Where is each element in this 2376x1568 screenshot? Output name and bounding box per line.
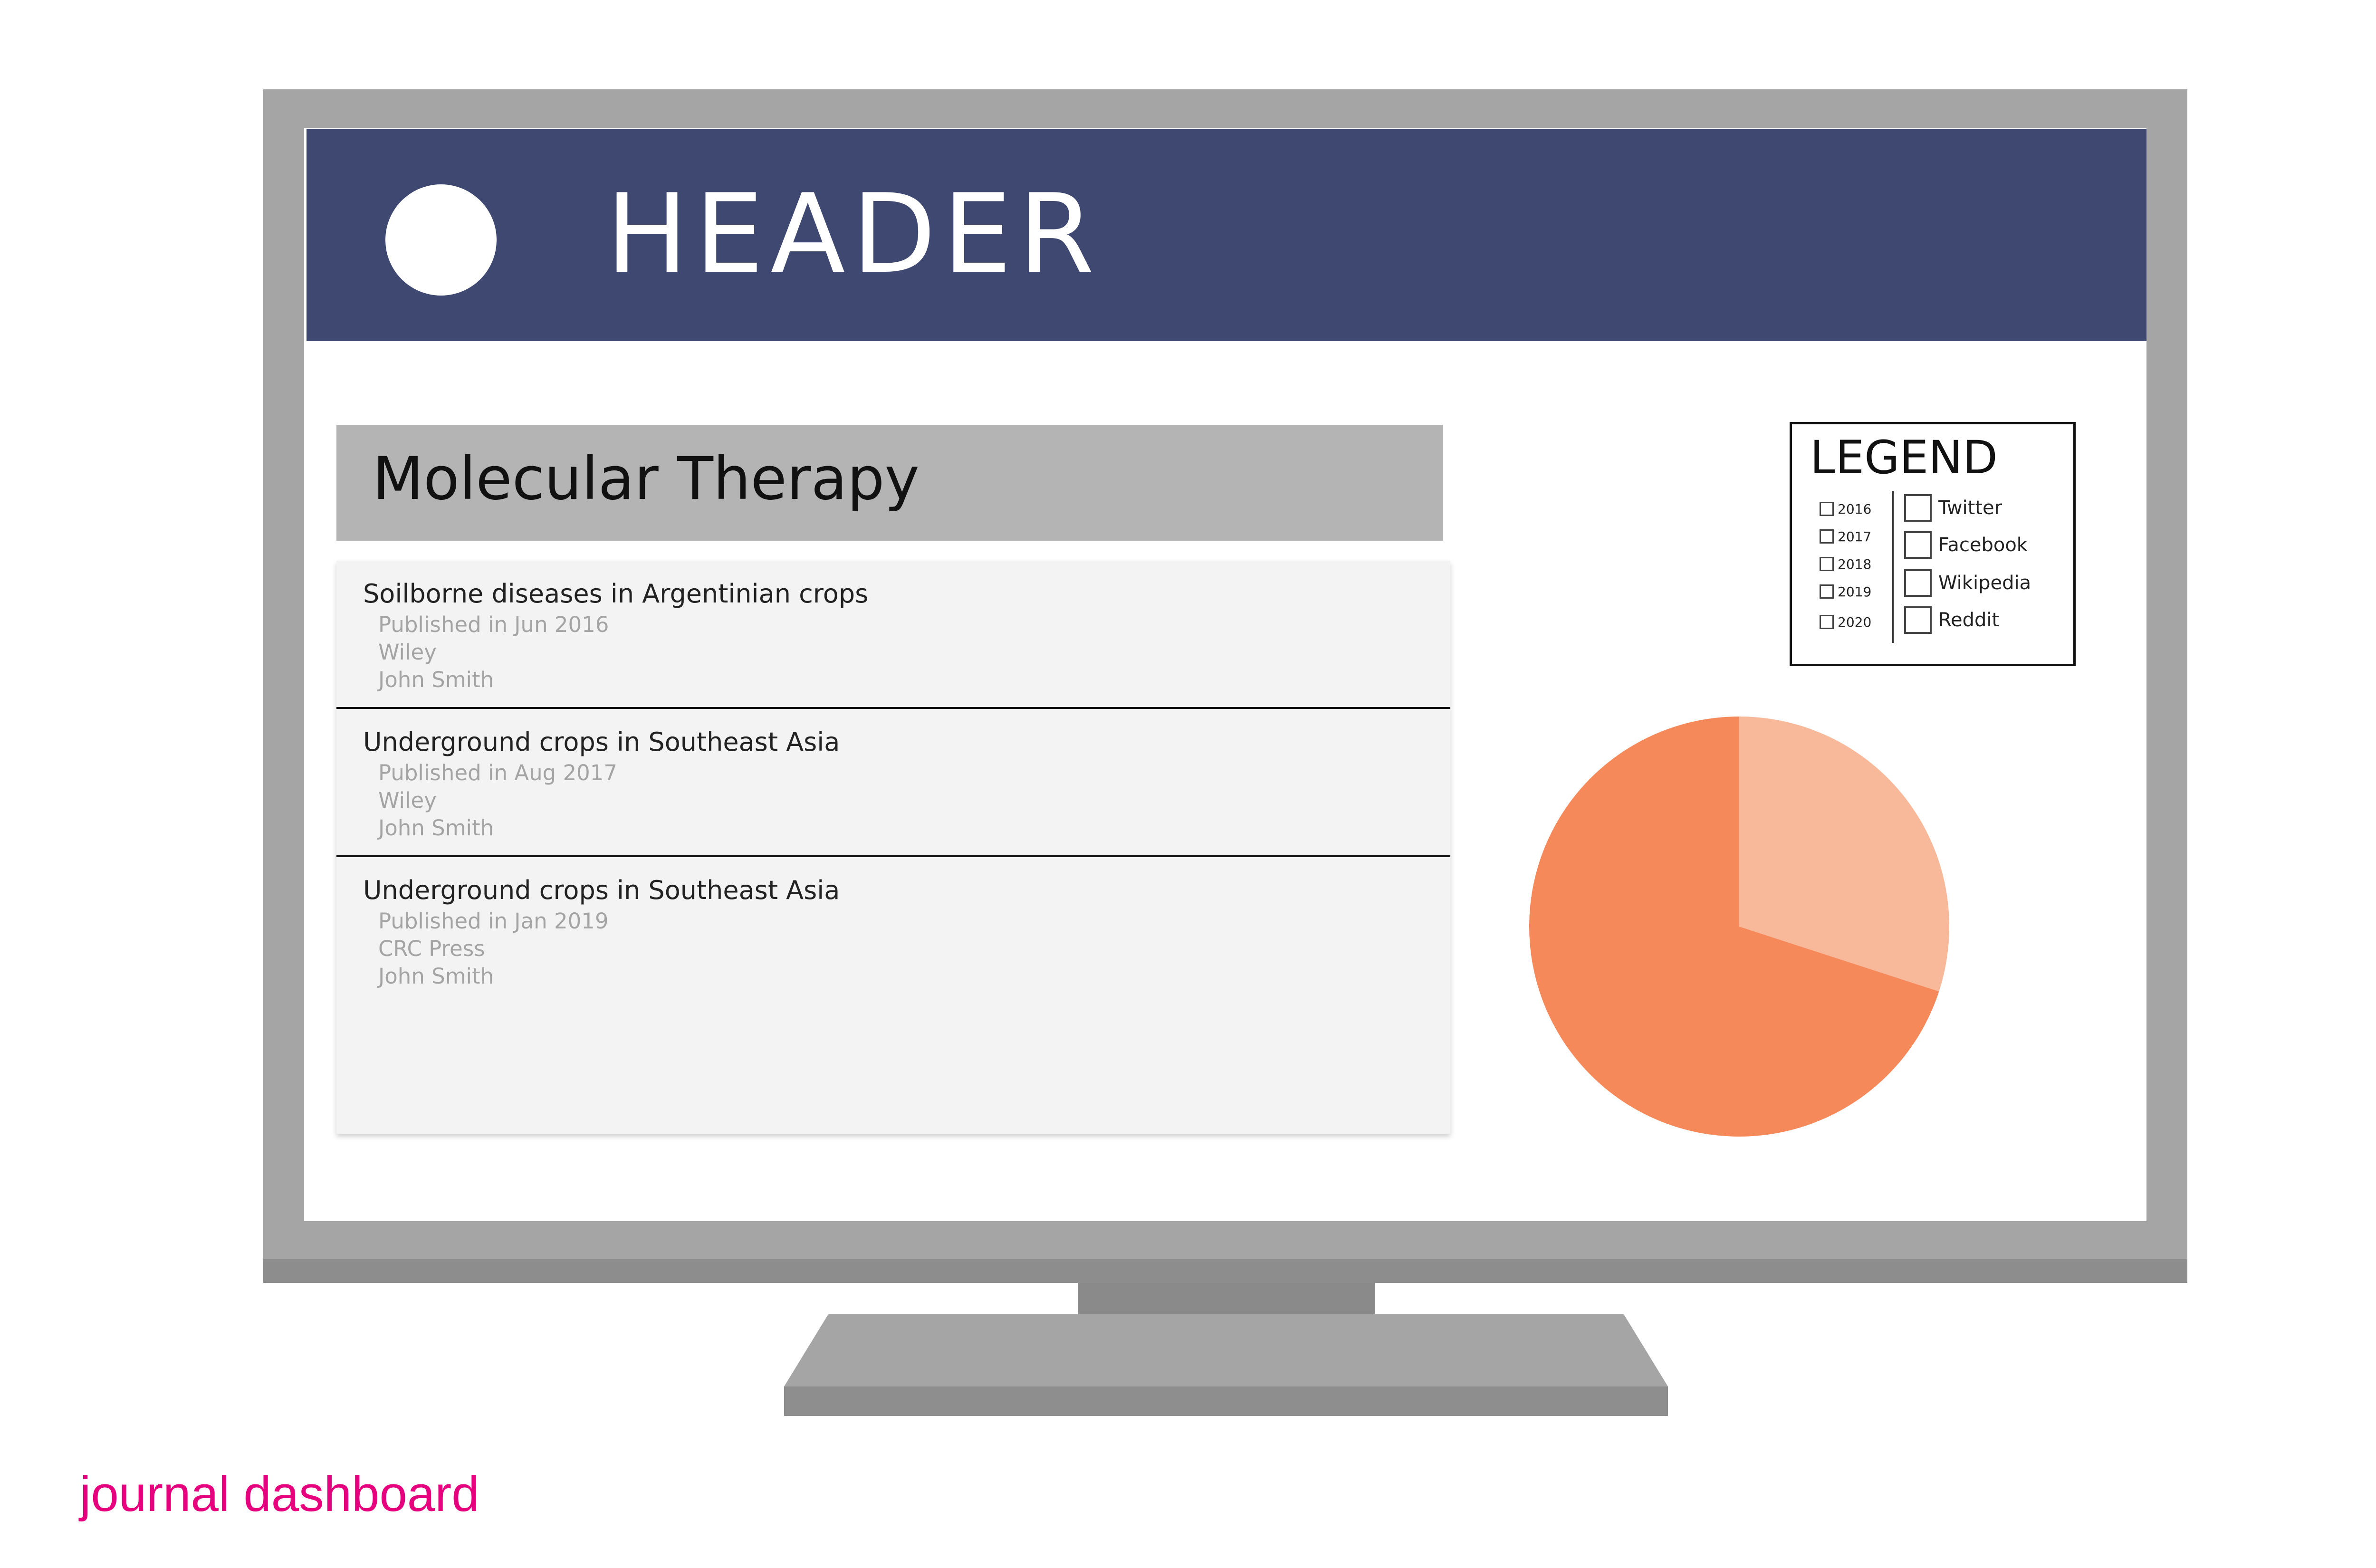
checkbox[interactable] [1820, 584, 1834, 599]
article-author: John Smith [378, 815, 494, 841]
monitor-stand-base-edge [784, 1386, 1668, 1416]
year-filter-2020[interactable]: 2020 [1820, 612, 1871, 631]
article-title[interactable]: Underground crops in Southeast Asia [363, 875, 840, 905]
monitor-stand-base [784, 1314, 1668, 1386]
source-label: Reddit [1938, 609, 2000, 631]
caption: journal dashboard [80, 1466, 479, 1522]
article-publisher: Wiley [378, 788, 437, 813]
year-label: 2019 [1838, 583, 1872, 600]
year-label: 2018 [1838, 556, 1872, 572]
logo-circle-icon[interactable] [385, 184, 497, 296]
article-author: John Smith [378, 667, 494, 692]
article-published-date: Published in Jan 2019 [378, 908, 609, 934]
year-label: 2020 [1838, 614, 1872, 630]
legend-divider [1892, 491, 1894, 643]
legend-panel: LEGEND 2016 2017 2018 2019 2020 Twitter [1790, 422, 2076, 666]
year-label: 2016 [1838, 501, 1872, 517]
source-filter-twitter[interactable]: Twitter [1904, 493, 2002, 523]
article-title[interactable]: Soilborne diseases in Argentinian crops [363, 579, 869, 609]
article-published-date: Published in Aug 2017 [378, 760, 617, 785]
monitor-bottom-strip [263, 1259, 2187, 1283]
source-filter-wikipedia[interactable]: Wikipedia [1904, 568, 2031, 598]
year-label: 2017 [1838, 528, 1872, 545]
checkbox[interactable] [1820, 557, 1834, 571]
monitor-screen: HEADER Molecular Therapy Soilborne disea… [304, 128, 2146, 1221]
article-publisher: Wiley [378, 640, 437, 665]
source-label: Wikipedia [1938, 572, 2031, 594]
article-publisher: CRC Press [378, 936, 485, 961]
checkbox[interactable] [1820, 615, 1834, 629]
year-filter-2018[interactable]: 2018 [1820, 555, 1871, 574]
checkbox[interactable] [1904, 531, 1932, 559]
article-item[interactable]: Underground crops in Southeast Asia Publ… [336, 709, 1450, 857]
journal-title: Molecular Therapy [373, 445, 920, 513]
source-filter-facebook[interactable]: Facebook [1904, 530, 2028, 560]
checkbox[interactable] [1904, 606, 1932, 634]
pie-slice-2[interactable] [1529, 717, 1939, 1137]
source-label: Facebook [1938, 534, 2028, 556]
article-author: John Smith [378, 964, 494, 989]
article-item[interactable]: Soilborne diseases in Argentinian crops … [336, 561, 1450, 709]
checkbox[interactable] [1904, 569, 1932, 597]
article-published-date: Published in Jun 2016 [378, 612, 609, 637]
journal-title-bar: Molecular Therapy [336, 425, 1443, 541]
pie-slice-1[interactable] [1739, 717, 1949, 992]
pie-chart[interactable] [1525, 713, 1953, 1140]
source-filter-reddit[interactable]: Reddit [1904, 605, 1999, 635]
checkbox[interactable] [1904, 494, 1932, 522]
header-title: HEADER [606, 171, 1101, 298]
source-label: Twitter [1938, 497, 2002, 519]
year-filter-2019[interactable]: 2019 [1820, 582, 1871, 601]
article-title[interactable]: Underground crops in Southeast Asia [363, 727, 840, 757]
article-item[interactable]: Underground crops in Southeast Asia Publ… [336, 857, 1450, 1005]
app-header: HEADER [307, 129, 2146, 341]
article-list: Soilborne diseases in Argentinian crops … [336, 561, 1450, 1134]
year-filter-2017[interactable]: 2017 [1820, 527, 1871, 546]
checkbox[interactable] [1820, 529, 1834, 544]
year-filter-2016[interactable]: 2016 [1820, 499, 1871, 518]
legend-title: LEGEND [1810, 431, 1998, 484]
checkbox[interactable] [1820, 502, 1834, 516]
